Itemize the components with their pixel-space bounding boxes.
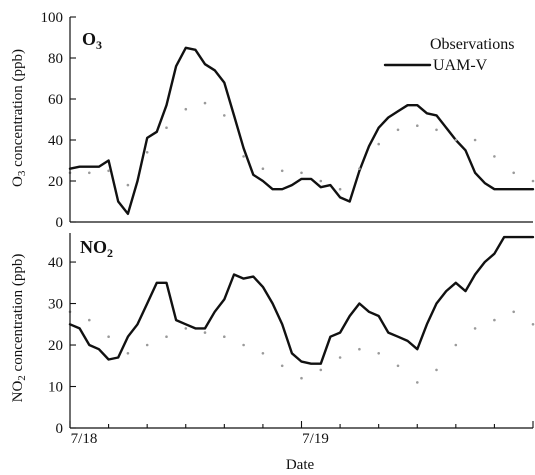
o3-plot-area xyxy=(68,46,535,216)
no2-y-tick-label: 10 xyxy=(48,380,63,396)
no2-observation-point xyxy=(126,352,130,355)
no2-observation-point xyxy=(416,381,419,384)
o3-y-tick-label: 80 xyxy=(48,51,63,67)
no2-panel-label: NO2 xyxy=(80,237,113,260)
o3-observation-point xyxy=(184,107,188,111)
o3-observation-point xyxy=(454,138,458,142)
no2-plot-area xyxy=(68,235,535,384)
o3-observation-point xyxy=(512,171,515,175)
no2-observation-point xyxy=(435,368,438,372)
o3-observation-point xyxy=(319,179,323,183)
o3-observation-point xyxy=(338,187,342,191)
o3-y-tick-label: 0 xyxy=(56,215,64,231)
o3-observation-point xyxy=(280,169,284,173)
o3-observation-point xyxy=(242,155,245,158)
o3-y-tick-label: 100 xyxy=(41,10,64,26)
o3-observation-point xyxy=(473,138,477,142)
legend: Observations UAM-V xyxy=(383,36,514,74)
o3-observation-point xyxy=(145,151,149,154)
legend-observations-label: Observations xyxy=(430,36,514,53)
o3-observation-point xyxy=(203,101,207,105)
no2-axes: 0 10 20 30 40 7/18 7/19 xyxy=(48,233,534,447)
no2-observation-point xyxy=(165,335,168,339)
o3-observation-point xyxy=(435,128,438,132)
no2-panel: 0 10 20 30 40 7/18 7/19 NO2 NO2 concentration … xyxy=(10,233,535,473)
no2-observation-point xyxy=(242,343,245,347)
o3-y-tick-label: 60 xyxy=(48,92,63,108)
no2-observation-point xyxy=(300,376,303,380)
no2-y-axis-label: NO2 concentration (ppb) xyxy=(10,254,28,403)
no2-observation-point xyxy=(319,368,323,372)
o3-y-tick-label: 20 xyxy=(48,174,63,190)
no2-observation-point xyxy=(280,364,284,368)
o3-y-tick-label: 40 xyxy=(48,133,63,149)
no2-observation-point xyxy=(338,356,342,359)
legend-model-label: UAM-V xyxy=(433,57,488,74)
o3-observation-point xyxy=(300,171,303,175)
no2-observation-point xyxy=(473,327,477,330)
o3-observation-point xyxy=(126,183,130,187)
no2-y-tick-label: 0 xyxy=(56,421,64,437)
no2-observation-point xyxy=(203,331,207,334)
o3-observation-point xyxy=(493,155,496,158)
o3-observation-point xyxy=(377,142,381,146)
no2-y-tick-label: 20 xyxy=(48,338,63,354)
o3-panel: 0 20 40 60 80 100 O3 Observations UAM-V O3 co… xyxy=(10,10,535,231)
no2-observation-point xyxy=(223,335,226,339)
no2-observation-point xyxy=(396,364,400,368)
o3-y-axis-label: O3 concentration (ppb) xyxy=(10,49,28,187)
no2-observation-point xyxy=(531,323,535,326)
o3-observation-point xyxy=(165,126,168,129)
o3-observation-point xyxy=(416,124,419,127)
o3-panel-label: O3 xyxy=(82,29,102,52)
no2-observation-point xyxy=(493,318,496,322)
o3-observation-point xyxy=(88,171,91,175)
no2-observation-point xyxy=(107,335,110,339)
no2-observation-point xyxy=(358,347,361,351)
o3-observation-point xyxy=(396,128,400,132)
x-tick-label: 7/19 xyxy=(302,431,329,447)
no2-observation-point xyxy=(261,352,265,355)
no2-uamv-series-line xyxy=(68,235,535,365)
o3-observation-point xyxy=(107,169,110,173)
no2-observation-point xyxy=(184,327,188,330)
x-tick-label: 7/18 xyxy=(71,431,98,447)
no2-observation-point xyxy=(454,343,458,347)
no2-observation-point xyxy=(512,310,515,314)
no2-observation-point xyxy=(377,352,381,355)
no2-observation-point xyxy=(88,318,91,322)
o3-observation-point xyxy=(223,114,226,117)
no2-observation-point xyxy=(145,343,149,347)
x-axis-label: Date xyxy=(286,457,315,473)
o3-observation-point xyxy=(531,179,535,183)
no2-y-tick-label: 40 xyxy=(48,255,63,271)
o3-axes: 0 20 40 60 80 100 xyxy=(41,10,533,231)
no2-y-tick-label: 30 xyxy=(48,297,63,313)
o3-observation-point xyxy=(261,167,265,170)
o3-observation-point xyxy=(358,167,361,170)
